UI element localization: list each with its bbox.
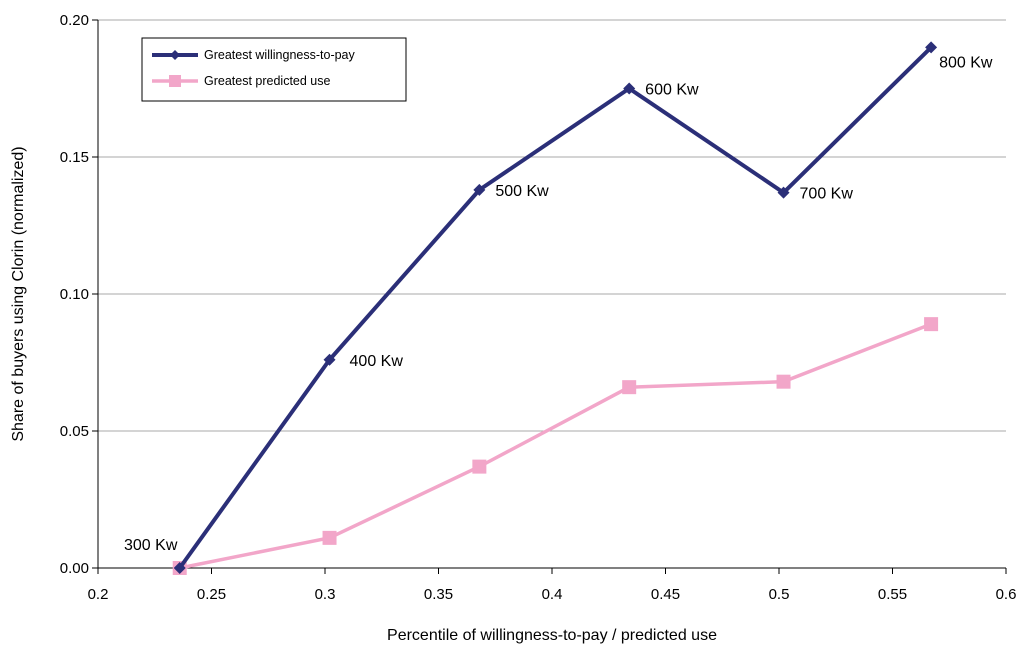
gridlines: [98, 19, 1006, 432]
axes: 0.00 0.05 0.10 0.15 0.20 0.2 0.25 0.3 0.35 0.4 0.4…: [60, 12, 1017, 603]
data-point: [173, 562, 186, 574]
x-tick-label: 0.4: [542, 586, 563, 603]
data-point: [623, 82, 636, 95]
series-line: [179, 322, 932, 570]
legend-label: Greatest predicted use: [204, 74, 331, 88]
data-point: [323, 353, 336, 366]
point-label: 700 Kw: [800, 186, 854, 203]
x-tick-label: 0.25: [197, 586, 226, 603]
point-label: 800 Kw: [939, 54, 993, 71]
data-point: [925, 41, 938, 54]
legend: Greatest willingness-to-pay Greatest pred…: [141, 37, 407, 102]
point-labels: 300 Kw 400 Kw 500 Kw 600 Kw 700 Kw 800 Kw: [124, 54, 993, 554]
y-tick-label: 0.15: [60, 149, 89, 166]
y-axis-title: Share of buyers using Clorin (normalized…: [10, 146, 27, 441]
point-label: 300 Kw: [124, 537, 178, 554]
legend-box: [141, 37, 407, 102]
legend-item: Greatest willingness-to-pay: [152, 48, 356, 62]
y-tick-label: 0.05: [60, 423, 89, 440]
x-tick-label: 0.3: [315, 586, 336, 603]
point-label: 500 Kw: [495, 183, 549, 200]
data-point: [322, 530, 337, 545]
legend-marker: [170, 50, 180, 60]
data-point: [777, 186, 790, 199]
series-2: [172, 317, 939, 575]
point-label: 600 Kw: [645, 82, 699, 99]
y-tick-label: 0.00: [60, 560, 89, 577]
legend-label: Greatest willingness-to-pay: [204, 48, 356, 62]
legend-marker: [169, 75, 181, 87]
x-tick-label: 0.6: [996, 586, 1017, 603]
data-point: [473, 183, 486, 196]
y-tick-label: 0.20: [60, 12, 89, 29]
x-tick-label: 0.45: [651, 586, 680, 603]
legend-item: Greatest predicted use: [152, 74, 331, 88]
data-point: [776, 374, 791, 389]
data-point: [472, 459, 487, 474]
x-tick-label: 0.55: [878, 586, 907, 603]
point-label: 400 Kw: [350, 353, 404, 370]
x-tick-label: 0.5: [769, 586, 790, 603]
x-tick-label: 0.35: [424, 586, 453, 603]
series-line: [178, 45, 933, 570]
data-point: [924, 317, 939, 332]
series-1: [173, 41, 938, 574]
data-point: [622, 380, 637, 395]
series-layer: [172, 41, 939, 575]
y-tick-label: 0.10: [60, 286, 89, 303]
x-axis-title: Percentile of willingness-to-pay / predi…: [387, 627, 717, 644]
x-tick-label: 0.2: [88, 586, 109, 603]
